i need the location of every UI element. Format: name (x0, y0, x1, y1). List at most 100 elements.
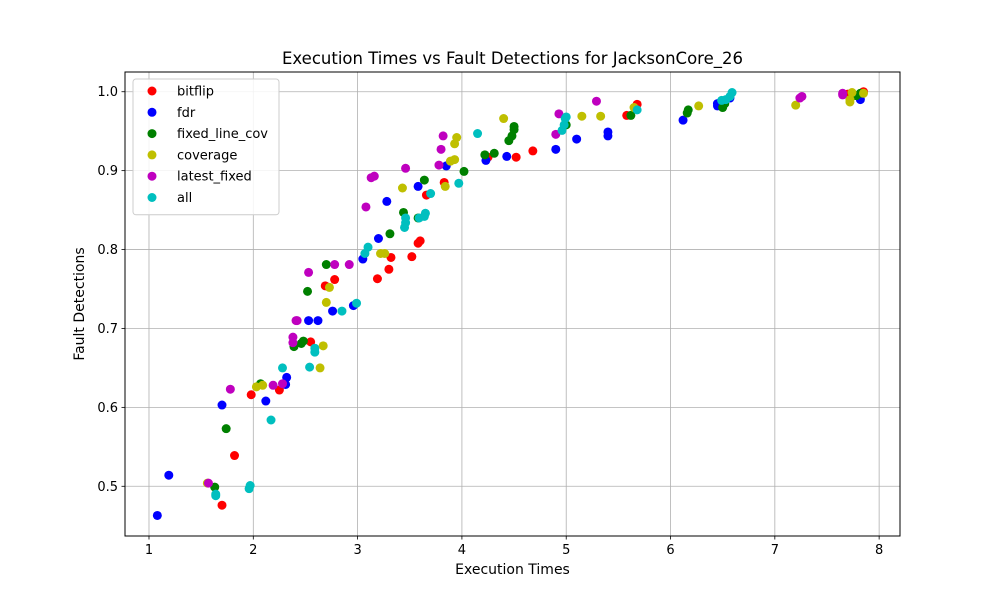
data-point-latest_fixed (401, 163, 411, 173)
data-point-bitflip (407, 252, 417, 262)
data-point-fdr (152, 510, 162, 520)
data-point-bitflip (217, 500, 227, 510)
series-all (211, 88, 737, 501)
legend-label-all: all (177, 191, 192, 206)
data-point-fixed_line_cov (459, 166, 469, 176)
x-tick-label: 2 (249, 543, 257, 558)
data-point-fdr (413, 181, 423, 191)
data-point-bitflip (230, 451, 240, 461)
x-axis-label: Execution Times (455, 562, 570, 578)
data-point-fixed_line_cov (385, 229, 395, 239)
legend: bitflip fdr fixed_line_cov coverage latest_f… (132, 78, 280, 216)
axis-ticks: 1 2 3 4 5 6 7 8 0.5 0.6 0.7 0.8 0.9 1.0 (97, 85, 883, 558)
data-point-fixed_line_cov (419, 175, 429, 185)
data-point-all (454, 178, 464, 188)
data-point-all (310, 343, 320, 353)
data-point-bitflip (330, 275, 340, 285)
data-points (152, 87, 868, 520)
data-point-coverage (596, 111, 606, 121)
data-point-latest_fixed (361, 202, 371, 212)
data-point-coverage (694, 101, 704, 111)
data-point-latest_fixed (278, 379, 288, 389)
legend-label-coverage: coverage (177, 148, 237, 163)
data-point-coverage (847, 88, 857, 98)
data-point-coverage (440, 181, 450, 191)
data-point-coverage (858, 88, 868, 98)
y-tick-label: 0.5 (97, 480, 118, 495)
data-point-bitflip (384, 264, 394, 274)
data-point-fdr (261, 396, 271, 406)
data-point-all (211, 489, 221, 499)
data-point-bitflip (246, 390, 256, 400)
data-point-fixed_line_cov (683, 105, 693, 115)
data-point-fixed_line_cov (489, 148, 499, 158)
x-tick-label: 3 (353, 543, 361, 558)
legend-box (132, 78, 280, 216)
data-point-fdr (572, 134, 582, 144)
data-point-all (352, 298, 362, 308)
y-axis-label: Fault Detections (72, 247, 88, 360)
y-tick-label: 0.9 (97, 164, 118, 179)
data-point-latest_fixed (292, 316, 302, 326)
data-point-fixed_line_cov (509, 121, 519, 131)
data-point-latest_fixed (438, 131, 448, 141)
data-point-latest_fixed (268, 380, 278, 390)
data-point-fixed_line_cov (626, 110, 636, 120)
legend-marker-coverage (147, 150, 157, 160)
data-point-all (473, 129, 483, 139)
data-point-fdr (164, 470, 174, 480)
data-point-fdr (304, 316, 314, 326)
data-point-fdr (328, 306, 338, 316)
plot-frame (124, 71, 901, 537)
data-point-fixed_line_cov (298, 336, 308, 346)
data-point-latest_fixed (330, 260, 340, 270)
data-point-fdr (678, 115, 688, 125)
data-point-latest_fixed (304, 267, 314, 277)
data-point-fdr (551, 144, 561, 154)
data-point-coverage (380, 248, 390, 258)
data-point-coverage (499, 114, 509, 124)
legend-marker-all (147, 193, 157, 202)
legend-label-bitflip: bitflip (177, 85, 214, 100)
data-point-all (245, 480, 255, 490)
data-point-fdr (382, 196, 392, 206)
data-point-all (363, 242, 373, 252)
data-point-fixed_line_cov (321, 260, 331, 270)
data-point-fdr (217, 400, 227, 410)
legend-marker-fdr (147, 107, 157, 117)
data-point-all (727, 88, 737, 98)
legend-label-fdr: fdr (177, 106, 196, 121)
series-latest_fixed (203, 88, 848, 488)
x-tick-label: 8 (875, 543, 883, 558)
data-point-bitflip (415, 236, 425, 246)
data-point-all (420, 208, 430, 218)
data-point-latest_fixed (288, 332, 298, 342)
data-point-latest_fixed (434, 160, 444, 170)
data-point-all (632, 105, 642, 115)
data-point-coverage (318, 341, 328, 351)
legend-marker-fixed_line_cov (147, 129, 157, 139)
data-point-fdr (603, 127, 613, 137)
data-point-latest_fixed (225, 384, 235, 394)
data-point-latest_fixed (344, 260, 354, 270)
data-point-coverage (450, 155, 460, 165)
data-point-coverage (452, 132, 462, 142)
chart-title: Execution Times vs Fault Detections for … (282, 49, 743, 69)
y-tick-label: 0.6 (97, 401, 118, 416)
data-point-all (266, 415, 276, 425)
legend-marker-latest_fixed (147, 171, 157, 181)
y-tick-label: 0.7 (97, 322, 118, 337)
data-point-bitflip (511, 152, 521, 162)
x-tick-label: 4 (458, 543, 466, 558)
y-tick-label: 0.8 (97, 243, 118, 258)
data-point-latest_fixed (797, 91, 807, 101)
data-point-bitflip (528, 146, 538, 156)
data-point-all (337, 306, 347, 316)
legend-marker-bitflip (147, 86, 157, 96)
data-point-coverage (791, 100, 801, 110)
data-point-fixed_line_cov (303, 286, 313, 296)
data-point-all (561, 112, 571, 122)
x-tick-label: 6 (666, 543, 674, 558)
